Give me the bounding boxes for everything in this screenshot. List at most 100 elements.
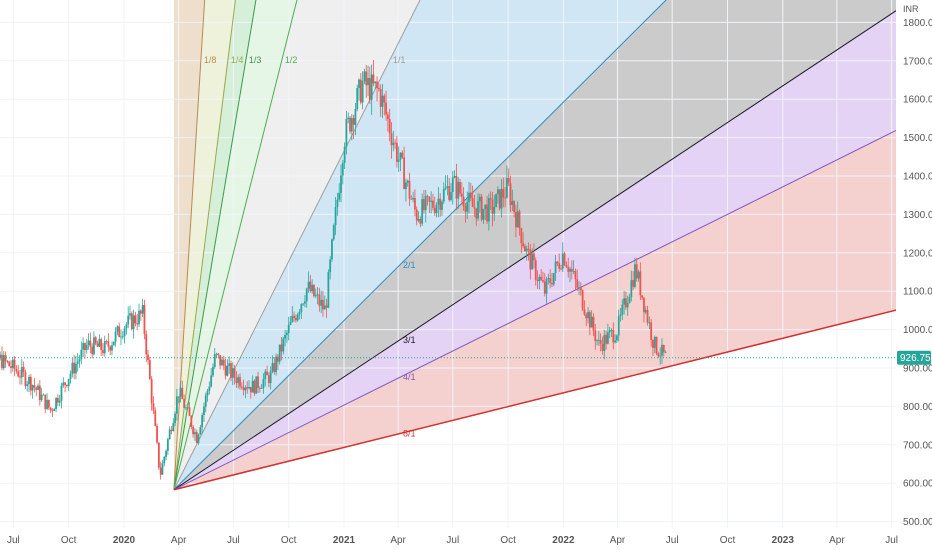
candle-body	[309, 281, 312, 292]
x-tick-label: Jul	[885, 535, 898, 546]
candle-body	[210, 375, 213, 387]
y-tick-label: 1700.00	[903, 56, 932, 67]
candle-body	[11, 359, 14, 368]
candle-body	[527, 248, 530, 250]
candle-body	[473, 206, 476, 209]
y-tick-label: 1200.00	[903, 248, 932, 259]
candle-body	[318, 294, 321, 306]
candle-body	[168, 429, 171, 440]
candle-body	[320, 299, 323, 306]
candle-body	[244, 387, 247, 391]
candle-body	[231, 368, 234, 378]
candle-body	[489, 198, 492, 200]
price-axis[interactable]: INR 500.00 600.00 700.00 800.00 900.00 1000.0…	[903, 4, 932, 528]
candle-body	[1, 354, 3, 369]
candle-body	[195, 432, 198, 443]
candle-body	[630, 280, 633, 297]
candle-body	[493, 207, 496, 214]
candle-body	[441, 201, 443, 210]
candle-body	[329, 259, 332, 273]
candle-body	[545, 278, 548, 294]
candle-body	[612, 329, 615, 343]
candle-body	[531, 253, 534, 270]
candle-body	[594, 330, 597, 341]
candle-body	[278, 344, 281, 362]
candle-body	[257, 376, 259, 388]
candle-body	[543, 281, 546, 294]
candle-body	[118, 326, 121, 337]
candle-body	[392, 142, 395, 146]
candle-body	[221, 359, 223, 366]
candle-body	[15, 369, 18, 372]
candle-body	[554, 261, 557, 274]
candle-body	[623, 298, 626, 305]
gann-fan-label-1-2: 1/2	[285, 55, 298, 65]
last-price-badge-text: 926.75	[900, 353, 931, 364]
candle-body	[386, 114, 389, 120]
candle-body	[417, 219, 420, 221]
candle-body	[98, 339, 101, 347]
candle-body	[650, 322, 653, 340]
candle-body	[159, 467, 162, 475]
candle-body	[451, 177, 454, 192]
x-tick-label: Oct	[61, 535, 77, 546]
candle-body	[38, 385, 41, 401]
candle-body	[163, 456, 166, 464]
y-tick-label: 700.00	[903, 440, 932, 451]
candle-body	[414, 198, 416, 210]
gann-fan-label-1-3: 1/3	[249, 55, 262, 65]
candle-body	[100, 339, 103, 350]
candle-body	[56, 397, 59, 403]
candle-body	[152, 403, 155, 411]
y-tick-label: 600.00	[903, 479, 932, 490]
candle-body	[522, 243, 525, 247]
candle-body	[199, 427, 202, 435]
candle-body	[139, 310, 142, 314]
x-tick-label: 2023	[772, 535, 795, 546]
candle-body	[505, 178, 508, 198]
y-tick-label: 1300.00	[903, 210, 932, 221]
candle-body	[185, 407, 187, 409]
candle-body	[302, 303, 305, 305]
candle-body	[316, 294, 319, 296]
candle-body	[260, 388, 263, 389]
time-axis[interactable]: Jul Oct 2020 Apr Jul Oct 2021 Apr Jul Oct 2022 Apr J…	[7, 535, 898, 546]
candle-body	[403, 157, 406, 190]
gann-fan-label-1-8: 1/8	[204, 55, 217, 65]
candle-body	[459, 181, 461, 194]
candle-body	[498, 189, 501, 209]
candle-body	[468, 192, 470, 203]
candle-body	[84, 343, 86, 351]
candle-body	[134, 315, 137, 324]
candle-body	[603, 334, 606, 351]
candle-body	[228, 363, 231, 366]
y-tick-label: 1100.00	[903, 287, 932, 298]
candle-body	[239, 377, 241, 387]
candle-body	[455, 175, 458, 199]
candle-body	[172, 422, 175, 431]
candle-body	[619, 314, 622, 317]
candle-body	[511, 201, 514, 206]
candle-body	[524, 246, 526, 252]
candle-body	[311, 284, 314, 292]
candle-body	[374, 81, 377, 84]
candle-body	[109, 346, 112, 351]
candle-body	[615, 335, 618, 341]
candle-body	[547, 278, 550, 279]
candle-body	[249, 387, 252, 393]
candle-body	[222, 359, 225, 366]
candle-body	[657, 353, 660, 357]
candle-body	[332, 225, 335, 240]
candle-body	[628, 296, 631, 303]
candle-body	[91, 346, 94, 355]
candle-body	[55, 397, 57, 409]
candle-body	[578, 287, 580, 289]
candle-body	[295, 317, 297, 321]
candle-body	[383, 95, 386, 103]
candle-body	[175, 396, 178, 414]
candle-body	[251, 380, 254, 393]
candle-body	[96, 343, 99, 347]
candle-body	[639, 271, 642, 296]
candle-body	[204, 395, 207, 407]
